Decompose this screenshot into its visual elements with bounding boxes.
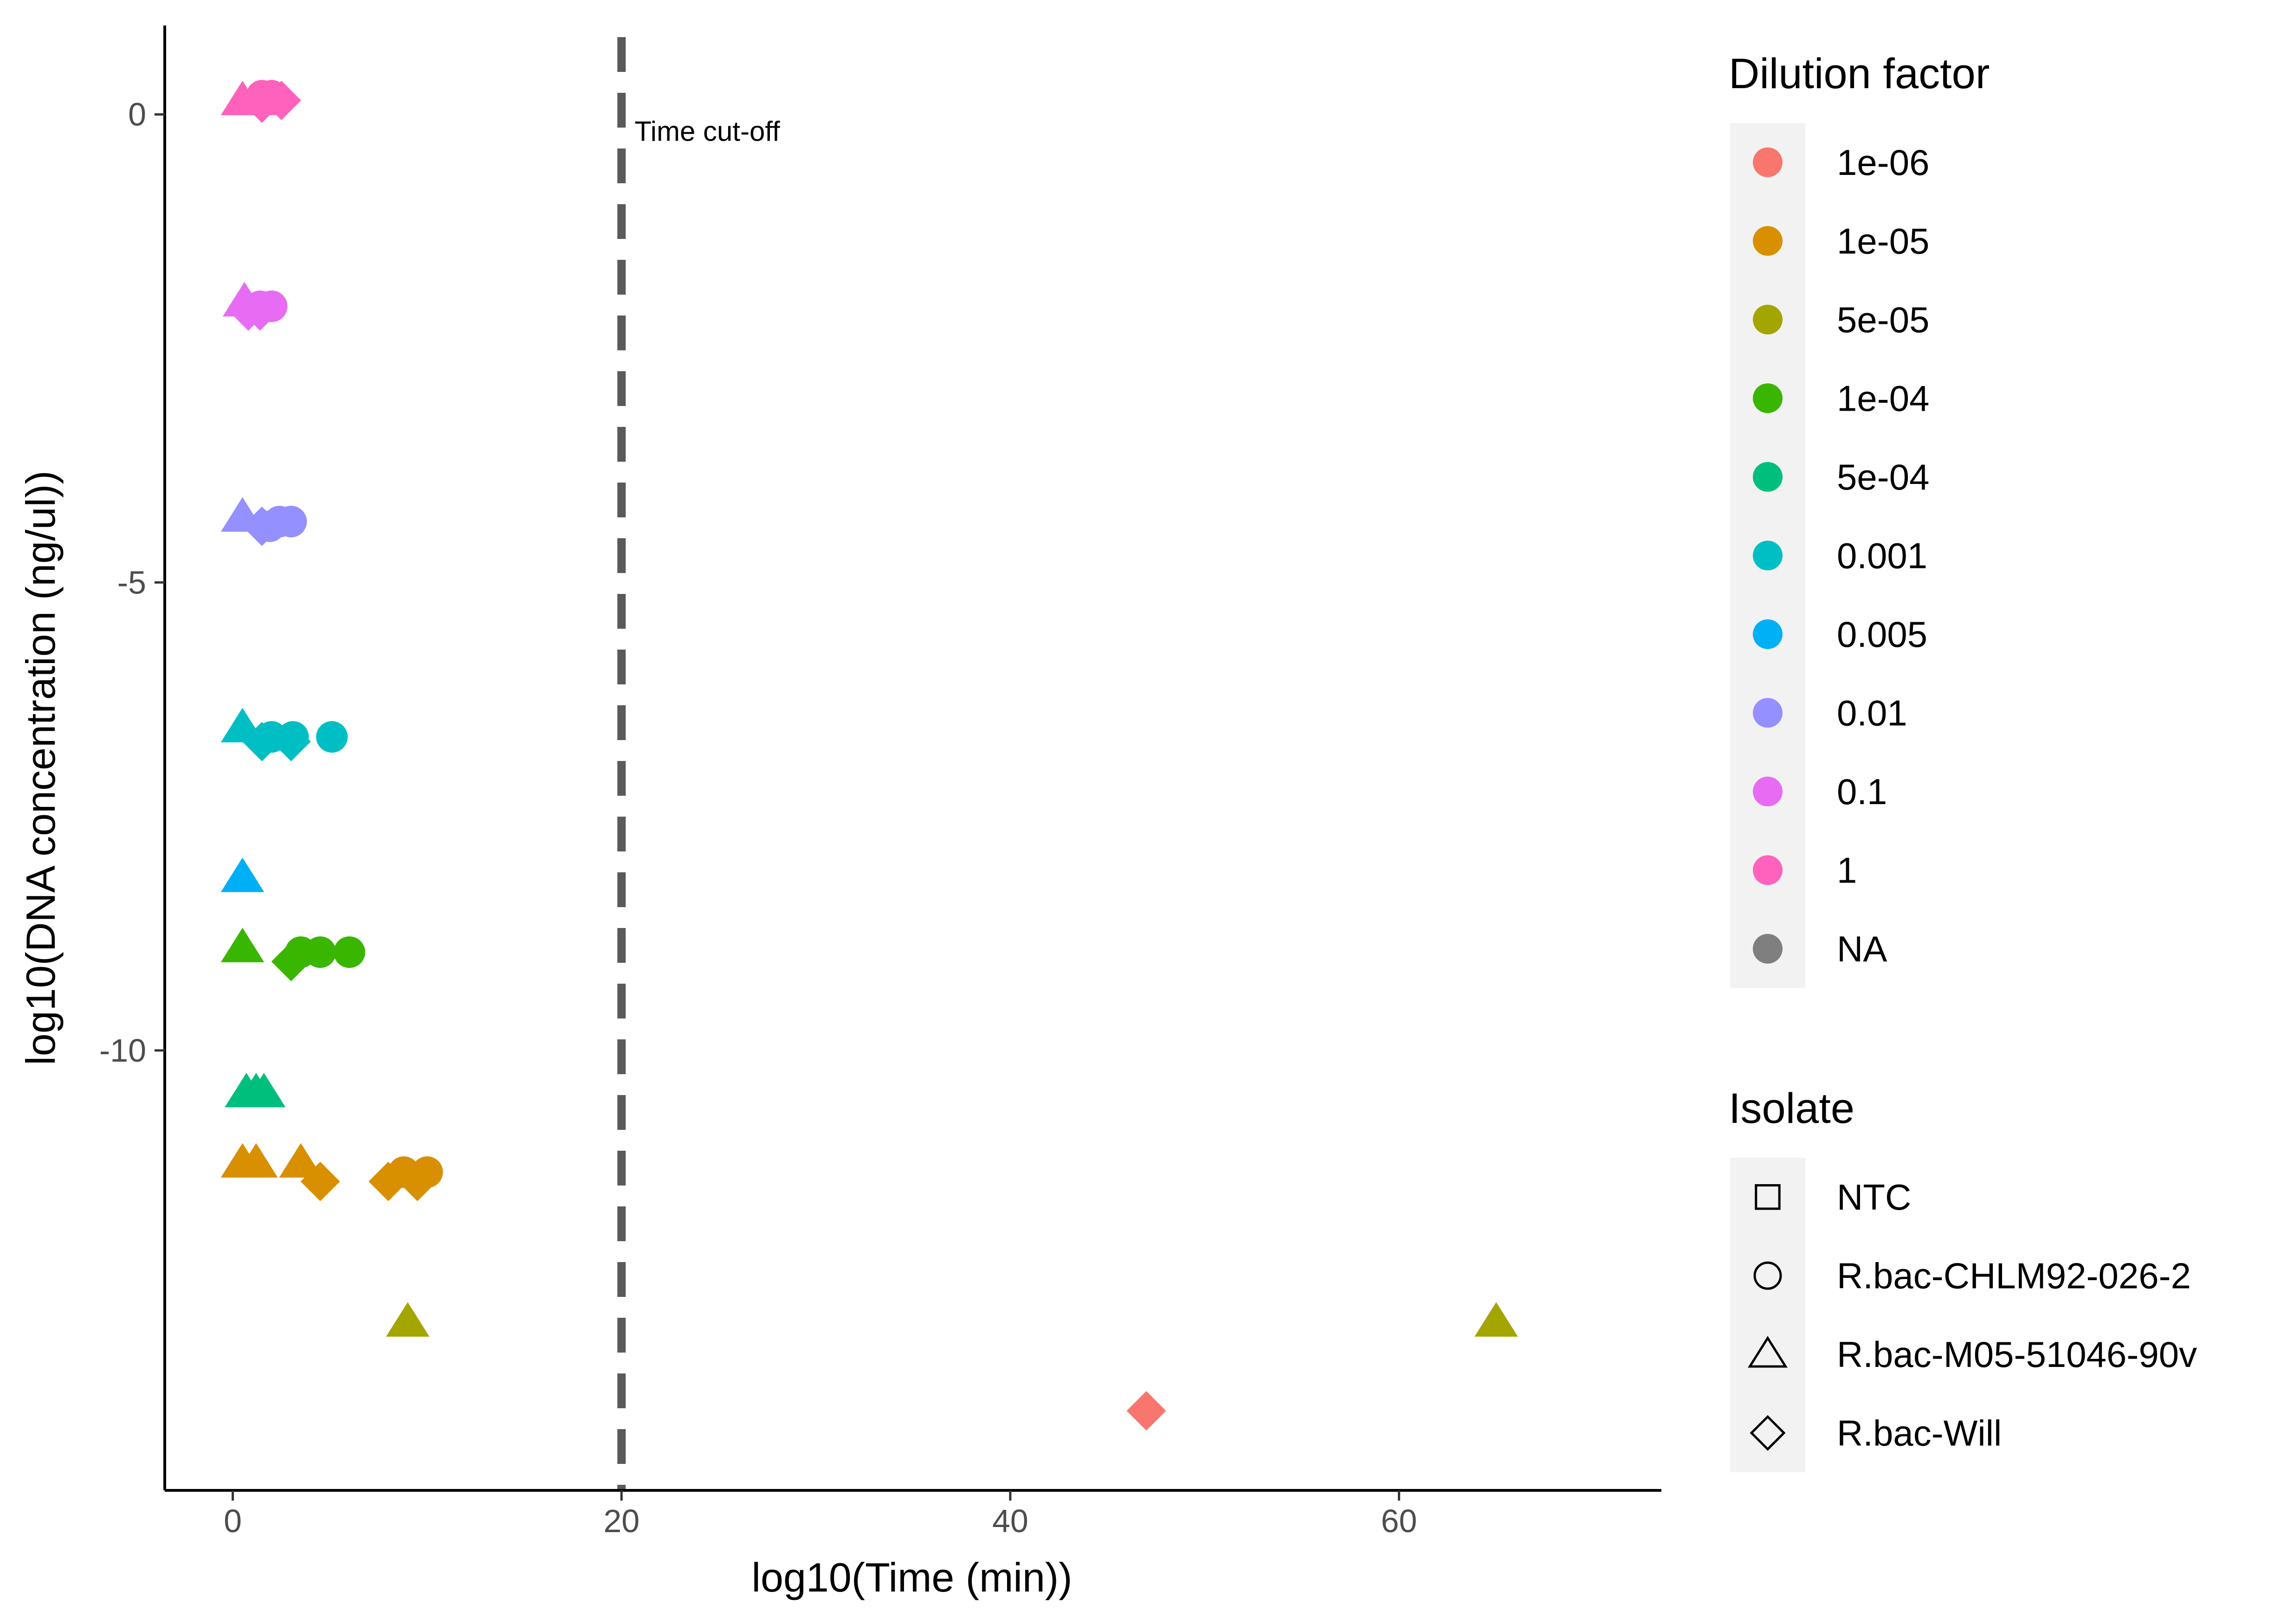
data-point — [242, 1073, 286, 1108]
y-tick-label: -5 — [117, 564, 146, 600]
data-point — [277, 721, 309, 753]
data-point — [333, 936, 365, 968]
legend-isolate-title: Isolate — [1729, 1085, 1854, 1132]
data-point — [1474, 1302, 1518, 1337]
legend-key — [1753, 541, 1783, 571]
legend-key — [1753, 855, 1783, 885]
x-axis-label: log10(Time (min)) — [751, 1554, 1072, 1600]
data-point — [411, 1156, 443, 1188]
data-point — [386, 1302, 430, 1337]
legend-key — [1753, 147, 1783, 177]
legend-label: 1 — [1837, 850, 1857, 890]
legend-key — [1747, 1336, 1788, 1368]
legend-dilution-title: Dilution factor — [1729, 50, 1990, 97]
legend-key — [1753, 462, 1783, 492]
axes: 0 20 40 60 0 -5 -10 — [99, 26, 1661, 1539]
data-point — [220, 928, 265, 962]
legend-label: 1e-04 — [1837, 378, 1930, 419]
legend-label: 0.005 — [1837, 614, 1927, 655]
legend-key — [1753, 304, 1783, 335]
data-point — [261, 80, 301, 120]
legend-key — [1753, 698, 1783, 728]
plot-area: Time cut-off — [220, 37, 1518, 1490]
y-tick-label: -10 — [99, 1032, 146, 1069]
legend-label: NA — [1837, 928, 1887, 969]
legend-label: 0.001 — [1837, 535, 1927, 576]
legend-label: R.bac-Will — [1837, 1412, 2002, 1453]
legend-label: 0.01 — [1837, 692, 1907, 733]
data-point — [316, 721, 348, 753]
legend-key — [1753, 934, 1783, 964]
legend-label: R.bac-M05-51046-90v — [1837, 1334, 2197, 1375]
x-tick-label: 60 — [1381, 1503, 1417, 1539]
data-point — [220, 857, 265, 892]
legend-label: 1e-05 — [1837, 220, 1930, 261]
legend-isolate: Isolate NTC R.bac-CHLM92-026-2 R.bac-M05-51… — [1729, 1085, 2197, 1472]
legend-label: 0.1 — [1837, 771, 1887, 812]
y-axis-label: log10(DNA concentration (ng/ul)) — [18, 470, 64, 1065]
x-tick-label: 0 — [224, 1503, 242, 1539]
legend-key — [1753, 619, 1783, 649]
legend-key — [1755, 1184, 1781, 1210]
data-point — [234, 1143, 278, 1178]
cutoff-label: Time cut-off — [634, 116, 780, 147]
legend-key-background — [1730, 1158, 1805, 1472]
legend-dilution-factor: Dilution factor 1e-06 1e-05 5e-05 1e-04 5e-04… — [1729, 50, 1990, 988]
legend-label: R.bac-CHLM92-026-2 — [1837, 1255, 2191, 1296]
data-point — [275, 506, 307, 538]
x-tick-label: 40 — [992, 1503, 1028, 1539]
legend-label: 5e-05 — [1837, 299, 1930, 340]
data-point — [300, 1161, 340, 1201]
data-point — [256, 290, 288, 322]
legend-key — [1753, 383, 1783, 413]
data-point — [279, 1143, 323, 1178]
legend-label: 1e-06 — [1837, 142, 1930, 183]
y-tick-label: 0 — [128, 97, 146, 133]
legend-key — [1753, 1261, 1782, 1290]
data-point — [304, 936, 336, 968]
x-tick-label: 20 — [603, 1503, 640, 1539]
legend-label: 5e-04 — [1837, 457, 1930, 497]
legend-key — [1750, 1415, 1786, 1451]
legend-label: NTC — [1837, 1177, 1911, 1218]
data-point — [1126, 1391, 1166, 1431]
legend-key — [1753, 226, 1783, 256]
legend-key — [1753, 776, 1783, 806]
